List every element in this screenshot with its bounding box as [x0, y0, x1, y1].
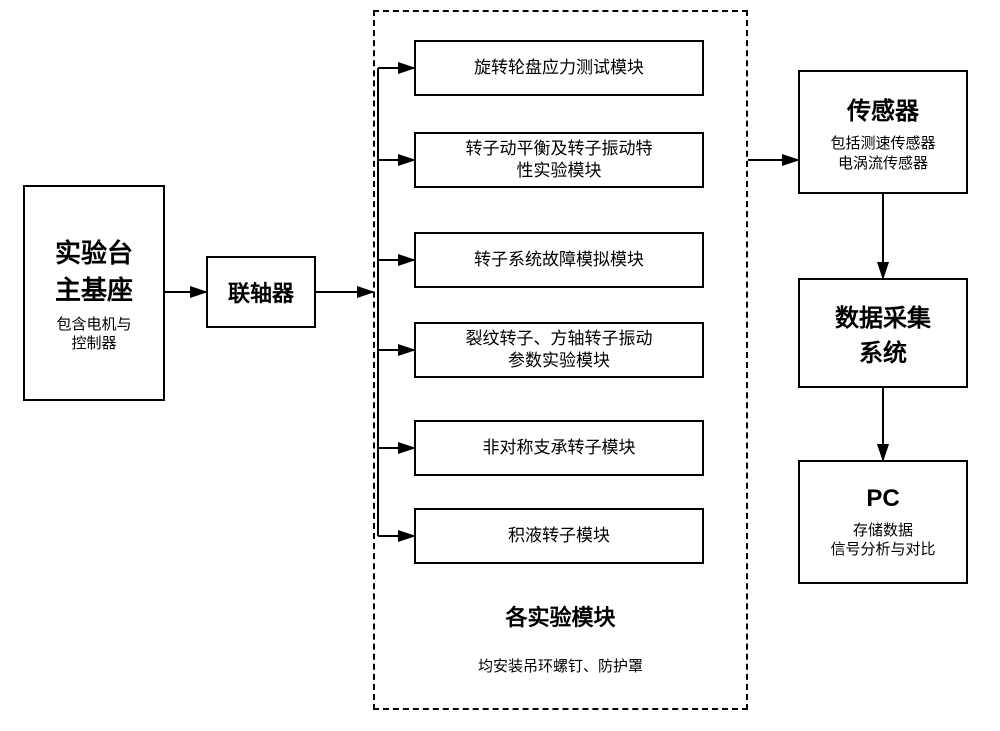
module-3: 转子系统故障模拟模块	[414, 232, 704, 288]
sensor-sub-l2: 电涡流传感器	[838, 154, 928, 174]
daq-title-l2: 系统	[859, 333, 907, 368]
daq-title-l1: 数据采集	[835, 298, 931, 333]
base-title-l1: 实验台	[55, 233, 133, 270]
module-6-label: 积液转子模块	[508, 525, 610, 547]
modules-group-subtitle: 均安装吊环螺钉、防护罩	[373, 655, 748, 676]
module-1-label: 旋转轮盘应力测试模块	[474, 57, 644, 79]
pc-sub-l1: 存储数据	[853, 521, 913, 541]
base-box: 实验台 主基座 包含电机与 控制器	[23, 185, 165, 401]
module-5-label: 非对称支承转子模块	[483, 437, 636, 459]
module-1: 旋转轮盘应力测试模块	[414, 40, 704, 96]
module-3-label: 转子系统故障模拟模块	[474, 249, 644, 271]
sensor-sub-l1: 包括测速传感器	[830, 134, 935, 154]
modules-group-title: 各实验模块	[373, 600, 748, 632]
module-5: 非对称支承转子模块	[414, 420, 704, 476]
coupling-label: 联轴器	[228, 276, 294, 308]
module-4-label: 裂纹转子、方轴转子振动 参数实验模块	[466, 328, 653, 372]
base-title-l2: 主基座	[55, 270, 133, 307]
pc-sub-l2: 信号分析与对比	[830, 540, 935, 560]
module-2: 转子动平衡及转子振动特 性实验模块	[414, 132, 704, 188]
pc-box: PC 存储数据 信号分析与对比	[798, 460, 968, 584]
base-sub-l2: 控制器	[71, 334, 116, 354]
base-sub-l1: 包含电机与	[56, 315, 131, 335]
module-6: 积液转子模块	[414, 508, 704, 564]
module-2-label: 转子动平衡及转子振动特 性实验模块	[466, 138, 653, 182]
sensor-box: 传感器 包括测速传感器 电涡流传感器	[798, 70, 968, 194]
daq-box: 数据采集 系统	[798, 278, 968, 388]
module-4: 裂纹转子、方轴转子振动 参数实验模块	[414, 322, 704, 378]
sensor-title: 传感器	[847, 91, 919, 126]
pc-title: PC	[866, 485, 899, 513]
coupling-box: 联轴器	[206, 256, 316, 328]
